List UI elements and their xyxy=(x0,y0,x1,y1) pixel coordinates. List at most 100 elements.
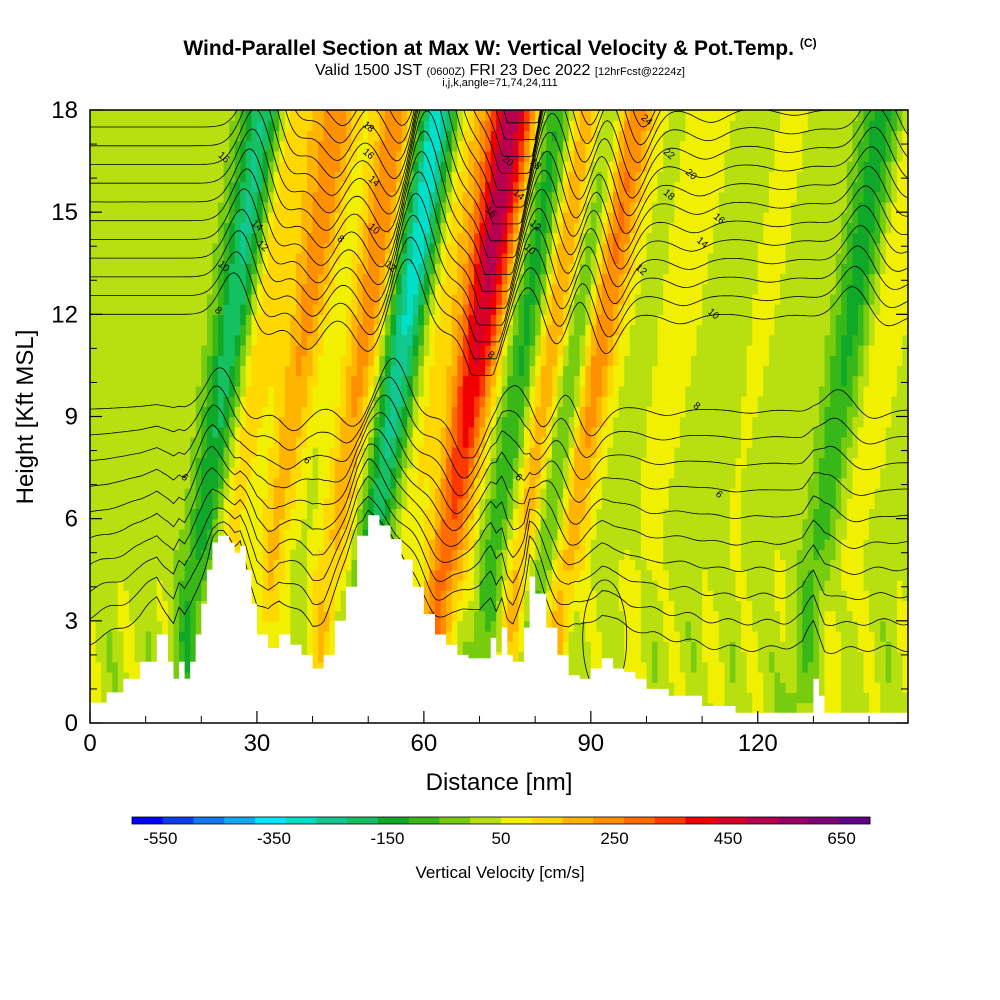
field-cell xyxy=(785,661,792,673)
field-cell xyxy=(379,457,386,469)
field-cell xyxy=(596,518,603,530)
field-cell xyxy=(824,467,831,479)
field-cell xyxy=(579,528,586,540)
field-cell xyxy=(874,385,881,397)
field-cell xyxy=(162,518,169,530)
field-cell xyxy=(251,416,258,428)
field-cell xyxy=(457,396,464,407)
field-cell xyxy=(145,436,152,448)
field-cell xyxy=(462,436,469,448)
field-cell xyxy=(262,416,269,428)
field-cell xyxy=(218,477,225,489)
field-cell xyxy=(791,457,798,469)
field-cell xyxy=(151,467,158,479)
field-cell xyxy=(824,508,831,520)
field-cell xyxy=(741,610,748,622)
field-cell xyxy=(663,488,670,499)
field-cell xyxy=(140,549,147,561)
field-cell xyxy=(167,580,175,591)
field-cell xyxy=(334,396,341,407)
field-cell xyxy=(863,385,870,397)
field-cell xyxy=(357,488,364,499)
field-cell xyxy=(729,692,737,704)
field-cell xyxy=(768,569,776,581)
field-cell xyxy=(524,498,531,510)
copyright-mark: (C) xyxy=(799,36,817,50)
field-cell xyxy=(201,528,208,540)
field-cell xyxy=(95,406,102,418)
field-cell xyxy=(780,477,787,489)
field-cell xyxy=(896,549,904,561)
field-cell xyxy=(613,457,620,469)
field-cell xyxy=(857,682,865,693)
field-cell xyxy=(724,528,731,540)
field-cell xyxy=(724,651,731,663)
field-cell xyxy=(635,569,642,581)
field-cell xyxy=(318,457,325,469)
field-cell xyxy=(563,549,570,561)
field-cell xyxy=(184,569,191,581)
field-cell xyxy=(262,539,269,550)
field-cell xyxy=(151,569,158,581)
field-cell xyxy=(774,692,781,704)
field-cell xyxy=(307,406,314,418)
field-cell xyxy=(846,416,853,428)
field-cell xyxy=(596,385,603,397)
field-cell xyxy=(785,375,792,387)
field-cell xyxy=(507,518,514,530)
field-cell xyxy=(190,600,197,612)
field-cell xyxy=(791,631,798,642)
field-cell xyxy=(796,651,803,663)
field-cell xyxy=(624,631,631,642)
field-cell xyxy=(880,641,887,653)
field-cell xyxy=(457,457,464,469)
field-cell xyxy=(718,549,725,561)
field-cell xyxy=(323,518,330,530)
field-cell xyxy=(279,600,286,612)
field-cell xyxy=(774,467,781,479)
field-cell xyxy=(167,600,175,612)
field-cell xyxy=(857,396,865,407)
field-cell xyxy=(329,620,336,632)
field-cell xyxy=(574,631,581,642)
field-cell xyxy=(813,498,820,510)
field-cell xyxy=(234,457,241,469)
field-cell xyxy=(563,426,570,438)
field-cell xyxy=(774,661,781,673)
field-cell xyxy=(151,580,158,591)
field-cell xyxy=(529,416,536,428)
field-cell xyxy=(451,508,458,520)
field-cell xyxy=(167,396,175,407)
field-cell xyxy=(824,692,831,704)
field-cell xyxy=(129,600,136,612)
field-cell xyxy=(318,508,325,520)
field-cell xyxy=(112,559,119,571)
field-cell xyxy=(401,508,408,520)
field-cell xyxy=(757,539,764,550)
field-cell xyxy=(112,631,119,642)
field-cell xyxy=(173,569,180,581)
field-cell xyxy=(629,610,636,622)
field-cell xyxy=(529,396,536,407)
field-cell xyxy=(585,508,592,520)
field-cell xyxy=(496,590,503,602)
field-cell xyxy=(268,416,275,428)
field-cell xyxy=(101,641,108,653)
field-cell xyxy=(268,508,275,520)
field-cell xyxy=(674,498,681,510)
field-cell xyxy=(329,447,336,459)
field-cell xyxy=(179,528,186,540)
field-cell xyxy=(524,416,531,428)
field-cell xyxy=(184,488,191,499)
field-cell xyxy=(479,426,486,438)
field-cell xyxy=(568,477,575,489)
field-cell xyxy=(590,416,597,428)
field-cell xyxy=(440,590,447,602)
field-cell xyxy=(830,539,837,550)
field-cell xyxy=(590,641,597,653)
field-cell xyxy=(546,600,553,612)
field-cell xyxy=(835,488,842,499)
field-cell xyxy=(702,416,709,428)
field-cell xyxy=(557,477,564,489)
field-cell xyxy=(579,498,586,510)
